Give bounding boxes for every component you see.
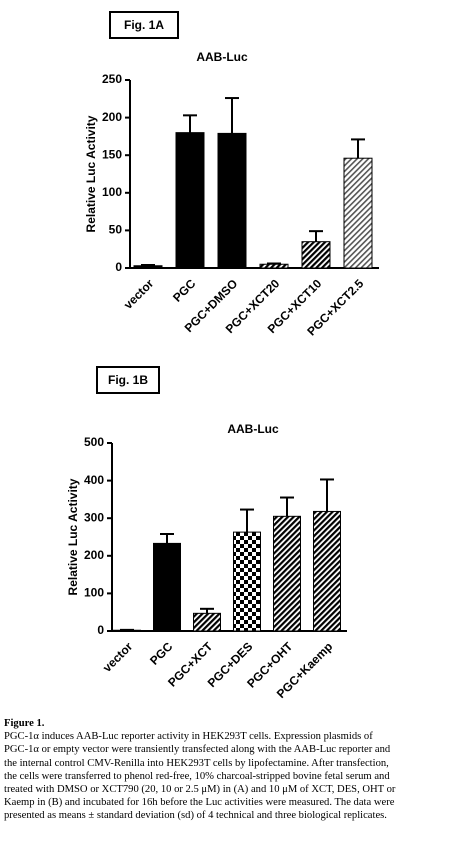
caption-line: treated with DMSO or XCT790 (20, 10 or 2… [4, 784, 396, 796]
y-tick-label: 150 [102, 147, 122, 161]
y-axis-label: Relative Luc Activity [66, 478, 80, 595]
y-tick-label: 300 [84, 510, 104, 524]
chart-title: AAB-Luc [227, 422, 279, 436]
y-tick-label: 250 [102, 72, 122, 86]
bar [273, 515, 301, 632]
y-tick-label: 100 [84, 586, 104, 600]
y-tick-label: 500 [84, 435, 104, 449]
caption-title: Figure 1. [4, 718, 45, 729]
y-tick-label: 400 [84, 473, 104, 487]
y-tick-label: 0 [97, 623, 104, 637]
bar [175, 132, 205, 269]
panel-label-box [96, 366, 160, 394]
panel-label: Fig. 1B [108, 373, 148, 387]
figure: Fig. 1A AAB-Luc Relative Luc Activity 0 50 10… [66, 11, 379, 701]
y-tick-label: 100 [102, 185, 122, 199]
bar [153, 542, 181, 632]
bar [193, 612, 221, 632]
bar [343, 157, 373, 269]
y-tick-label: 0 [115, 260, 122, 274]
bar [259, 263, 289, 269]
y-axis-label: Relative Luc Activity [84, 115, 98, 232]
caption-line: presented as means ± standard deviation … [4, 810, 387, 822]
panel-label: Fig. 1A [124, 18, 164, 32]
bar [217, 132, 247, 269]
bar [313, 510, 341, 632]
caption-line: the cells were transferred to phenol red… [4, 770, 390, 782]
bar [233, 531, 261, 632]
caption-line: Kaemp in (B) and incubated for 16h befor… [4, 797, 395, 809]
chart-title: AAB-Luc [196, 50, 248, 64]
caption: Figure 1. PGC-1α induces AAB-Luc reporte… [4, 717, 464, 823]
caption-line: the internal control CMV-Renilla into HE… [4, 757, 389, 769]
y-tick-label: 200 [84, 548, 104, 562]
caption-line: PGC-1α induces AAB-Luc reporter activity… [4, 731, 373, 743]
x-tick-label: vector [100, 639, 136, 675]
bar [133, 265, 163, 269]
x-tick-label: PGC [147, 639, 176, 668]
y-tick-label: 50 [109, 223, 123, 237]
x-tick-label: vector [121, 276, 157, 312]
panel-label-box [109, 11, 179, 39]
caption-line: PGC-1α or empty vector were transiently … [4, 744, 391, 756]
bar [301, 241, 331, 269]
x-tick-label: PGC [170, 276, 199, 305]
y-tick-label: 200 [102, 110, 122, 124]
